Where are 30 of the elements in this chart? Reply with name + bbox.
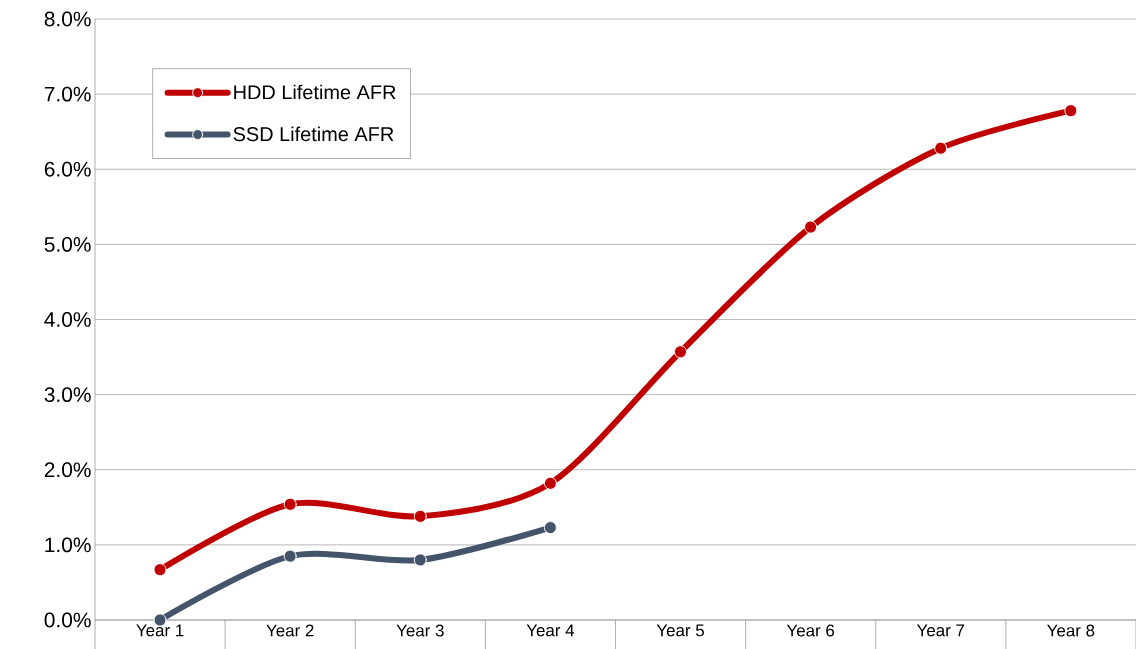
y-tick-label: 5.0%: [44, 236, 91, 252]
x-tick-label: Year 1: [136, 624, 184, 637]
y-tick-label: 1.0%: [45, 537, 91, 553]
x-tick-label: Year 6: [786, 624, 835, 637]
point: [934, 141, 948, 155]
x-tick-label: Year 4: [526, 624, 575, 637]
y-tick-label: 7.0%: [44, 86, 91, 102]
point: [1064, 104, 1078, 118]
y-tick-label: 0.0%: [44, 612, 91, 628]
point: [804, 220, 818, 234]
x-tick-label: Year 2: [266, 624, 314, 637]
x-tick-label: Year 3: [396, 624, 444, 637]
y-tick-label: 2.0%: [44, 462, 91, 478]
point: [413, 553, 427, 567]
y-tick-label: 3.0%: [44, 387, 91, 403]
point: [153, 563, 167, 577]
y-tick-label: 8.0%: [44, 11, 91, 27]
point: [413, 509, 427, 523]
point: [283, 549, 297, 563]
y-tick-label: 6.0%: [44, 161, 91, 177]
point: [543, 521, 557, 535]
x-tick-label: Year 5: [656, 624, 704, 637]
x-tick-label: Year 8: [1047, 624, 1095, 637]
x-tick-label: Year 7: [916, 624, 965, 637]
point: [674, 345, 688, 359]
point: [283, 497, 297, 511]
y-tick-label: 4.0%: [44, 312, 91, 327]
legend-label: SSD Lifetime AFR: [233, 126, 394, 142]
point: [543, 476, 557, 490]
legend-label: HDD Lifetime AFR: [234, 84, 396, 100]
